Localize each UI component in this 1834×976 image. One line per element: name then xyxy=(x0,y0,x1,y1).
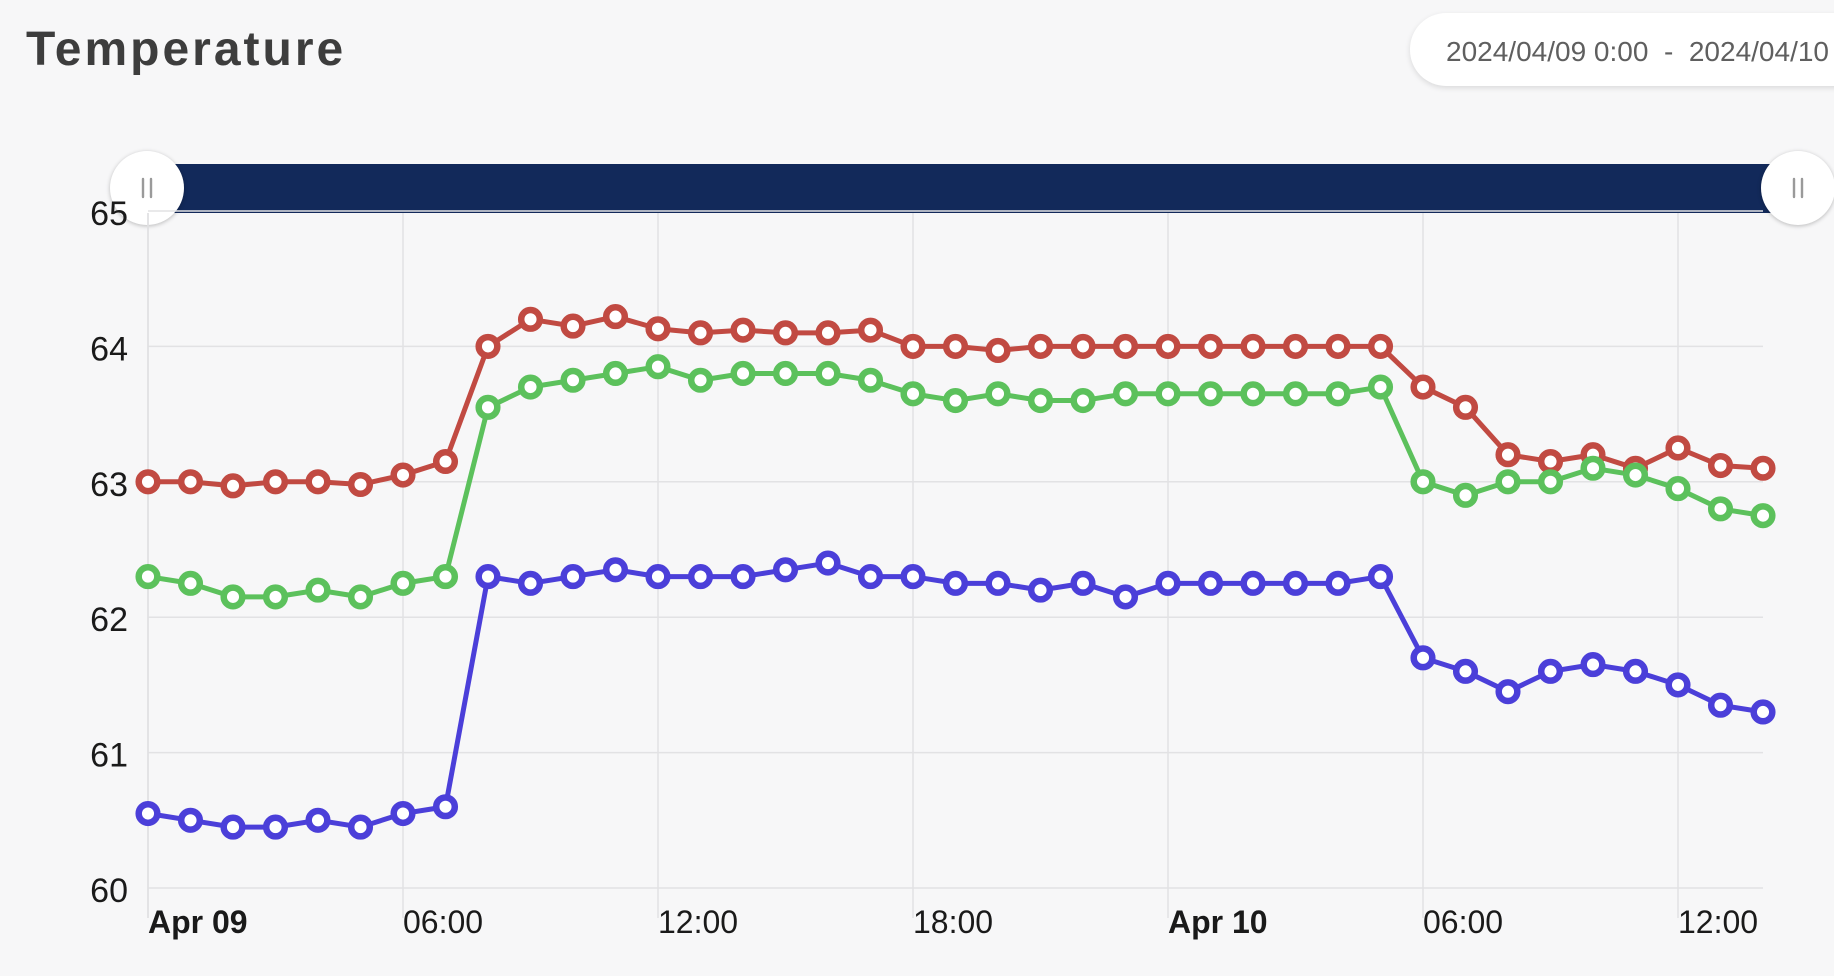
svg-text:12:00: 12:00 xyxy=(1678,904,1758,940)
svg-text:12:00: 12:00 xyxy=(658,904,738,940)
svg-text:06:00: 06:00 xyxy=(403,904,483,940)
svg-text:06:00: 06:00 xyxy=(1423,904,1503,940)
svg-text:Apr 10: Apr 10 xyxy=(1168,904,1268,940)
svg-text:60: 60 xyxy=(90,872,128,910)
svg-text:61: 61 xyxy=(90,737,128,775)
svg-text:65: 65 xyxy=(90,195,128,233)
svg-text:62: 62 xyxy=(90,601,128,639)
svg-text:64: 64 xyxy=(90,330,128,368)
svg-text:Apr 09: Apr 09 xyxy=(148,904,248,940)
svg-text:63: 63 xyxy=(90,466,128,504)
svg-text:18:00: 18:00 xyxy=(913,904,993,940)
